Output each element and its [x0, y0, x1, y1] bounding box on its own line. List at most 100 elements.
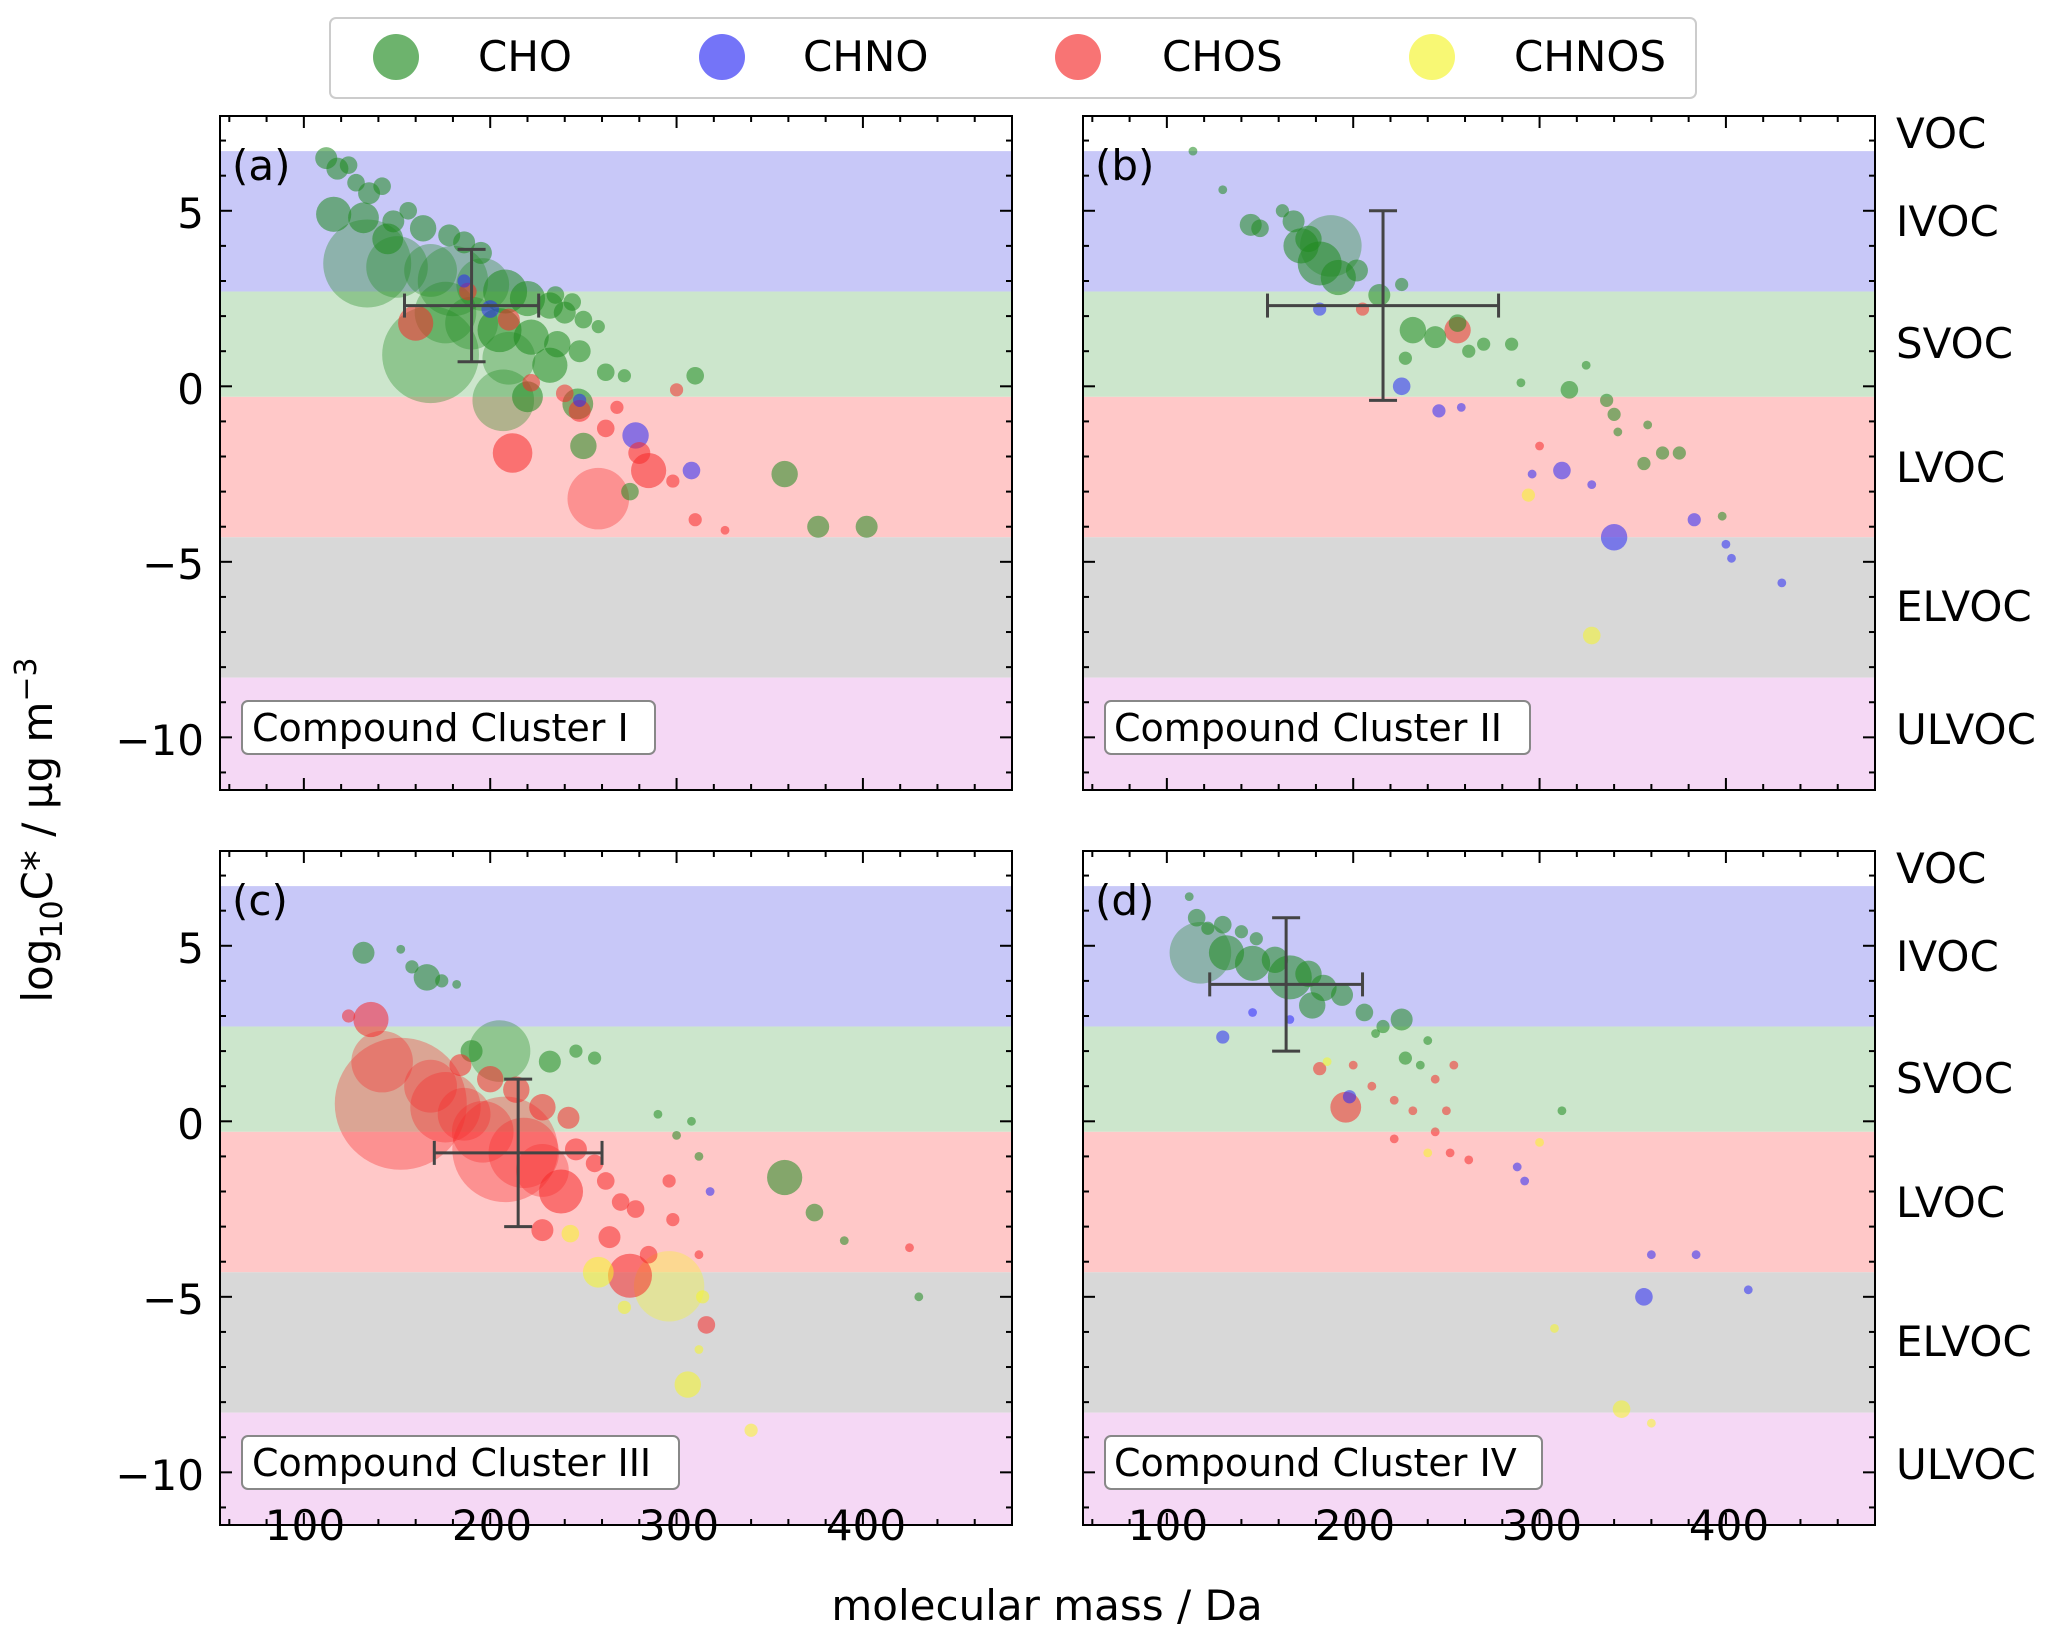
- data-point-chos: [905, 1243, 914, 1253]
- data-point-chos: [1430, 1074, 1440, 1084]
- vol-label-ivoc: IVOC: [1896, 197, 1999, 246]
- panel-label: (a): [232, 141, 291, 190]
- data-point-cho: [1213, 915, 1232, 934]
- x-tick-labels: 100 200 300 400: [1128, 1501, 1769, 1550]
- data-point-chos: [1441, 1106, 1451, 1116]
- data-point-chos: [529, 1094, 556, 1121]
- y-tick-label: −5: [142, 540, 204, 589]
- data-point-cho: [1234, 945, 1271, 981]
- legend: CHO CHNO CHOS CHNOS: [329, 17, 1697, 99]
- data-point-chno: [1248, 1008, 1257, 1017]
- y-tick-labels: 5 0 −5 −10: [115, 924, 204, 1500]
- data-point-cho: [1184, 892, 1194, 902]
- panel-c: (c) Compound Cluster III 5 0 −5 −10 100 …: [115, 850, 1013, 1550]
- data-point-cho: [469, 241, 492, 264]
- panel-label: (b): [1095, 141, 1154, 190]
- data-point-chno: [1743, 1285, 1753, 1295]
- data-point-cho: [771, 460, 798, 488]
- data-point-chos: [1430, 1127, 1440, 1137]
- data-point-chos: [539, 1169, 584, 1214]
- data-point-cho: [694, 1152, 704, 1161]
- data-point-cho: [1275, 204, 1289, 218]
- data-point-cho: [1717, 511, 1727, 521]
- band-ivoc: [1083, 151, 1875, 292]
- data-point-cho: [805, 1203, 824, 1222]
- panel-b: (b) Compound Cluster II VOC IVOC SVOC LV…: [1082, 109, 2036, 791]
- band-svoc: [1083, 1026, 1875, 1132]
- cluster-title-frame: [1104, 1435, 1543, 1490]
- data-point-cho: [1423, 1036, 1433, 1045]
- data-point-cho: [1505, 337, 1519, 351]
- cluster-title: Compound Cluster IV: [1114, 1441, 1517, 1485]
- data-point-cho: [767, 1159, 803, 1196]
- data-point-chos: [452, 1096, 558, 1203]
- data-point-chnos: [561, 1224, 580, 1243]
- data-point-chos: [1464, 1155, 1474, 1165]
- vol-label-voc: VOC: [1896, 109, 1986, 158]
- data-point-cho: [316, 196, 352, 232]
- data-point-chnos: [1423, 1148, 1433, 1158]
- data-point-cho: [1557, 1106, 1567, 1116]
- cluster-title-frame: [241, 1435, 680, 1490]
- data-point-chnos: [1646, 1418, 1656, 1428]
- data-point-chno: [1600, 524, 1628, 551]
- data-point-cho: [1249, 932, 1263, 946]
- data-point-chos: [607, 1253, 652, 1298]
- legend-label-chos: CHOS: [1162, 32, 1283, 81]
- data-point-cho: [396, 944, 406, 954]
- data-point-cho: [546, 286, 565, 304]
- data-point-chnos: [633, 1251, 705, 1322]
- data-point-cho: [405, 960, 419, 974]
- data-point-chos: [628, 442, 651, 464]
- volatility-bands: [1083, 851, 1875, 1525]
- data-point-cho: [839, 1236, 849, 1246]
- data-point-cho: [1187, 908, 1206, 927]
- data-point-cho: [1234, 925, 1248, 939]
- data-point-cho: [1415, 1060, 1425, 1070]
- legend-marker-cho: [373, 34, 419, 80]
- data-point-chos: [626, 1200, 645, 1218]
- data-point-cho: [1448, 314, 1467, 332]
- volatility-labels: VOC IVOC SVOC LVOC ELVOC ULVOC: [1896, 844, 2036, 1489]
- data-point-cho: [513, 319, 549, 355]
- data-point-cho: [914, 1292, 924, 1302]
- data-point-cho: [1345, 259, 1368, 282]
- y-axis-label-rest: C* / µg m: [13, 702, 62, 901]
- cluster-title-box: Compound Cluster II: [1104, 700, 1531, 755]
- data-point-cho: [570, 432, 597, 460]
- data-point-chos: [688, 513, 702, 527]
- data-point-chos: [666, 474, 680, 488]
- data-point-chno: [1587, 480, 1597, 489]
- data-point-cho: [1613, 427, 1623, 437]
- data-point-chno: [481, 300, 500, 318]
- data-point-chno: [1635, 1288, 1653, 1306]
- centroid-errorbar: [432, 1077, 604, 1229]
- data-point-cho: [339, 156, 358, 174]
- data-point-cho: [1201, 921, 1215, 935]
- data-point-cho: [672, 1130, 681, 1140]
- data-point-chos: [449, 1054, 472, 1077]
- data-point-cho: [1376, 1019, 1390, 1034]
- data-point-chno: [622, 422, 649, 449]
- data-point-chos: [1535, 441, 1544, 451]
- y-tick-label: −10: [115, 1451, 204, 1500]
- x-tick-label: 200: [1315, 1501, 1395, 1550]
- data-point-chos: [437, 1087, 491, 1141]
- vol-label-ivoc: IVOC: [1896, 932, 1999, 981]
- data-point-chno: [1646, 1250, 1656, 1260]
- data-point-chos: [596, 1172, 615, 1190]
- legend-label-cho: CHO: [478, 32, 572, 81]
- data-point-chos: [410, 1072, 481, 1143]
- data-point-cho: [1672, 446, 1686, 460]
- y-axis-label-main: log: [13, 939, 62, 1003]
- vol-label-elvoc: ELVOC: [1896, 582, 2032, 631]
- vol-label-lvoc: LVOC: [1896, 443, 2005, 492]
- x-tick-label: 400: [1689, 1501, 1769, 1550]
- data-point-cho: [1516, 378, 1526, 388]
- x-tick-label: 300: [1502, 1501, 1582, 1550]
- data-point-chnos: [617, 1300, 631, 1314]
- y-axis-label-sup: −3: [9, 657, 44, 701]
- data-point-cho: [1462, 344, 1476, 358]
- data-point-chno: [573, 393, 587, 407]
